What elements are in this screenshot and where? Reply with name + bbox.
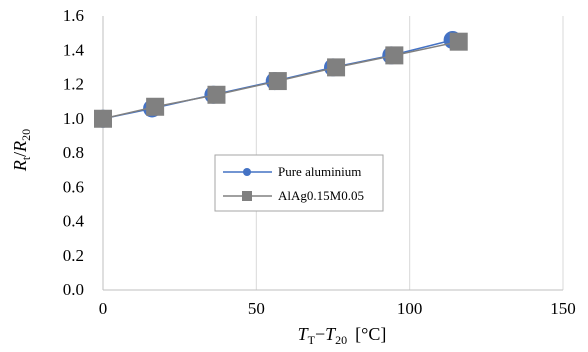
y-tick-label: 0.8 xyxy=(63,143,84,162)
x-tick-label: 50 xyxy=(248,299,265,318)
legend-item-pure-aluminium: Pure aluminium xyxy=(223,164,361,179)
x-tick-label: 0 xyxy=(99,299,108,318)
y-tick-label: 0.0 xyxy=(63,280,84,299)
x-label-main-sub: T xyxy=(308,333,316,347)
y-tick-label: 1.0 xyxy=(63,109,84,128)
legend-label-pure-aluminium: Pure aluminium xyxy=(278,164,361,179)
legend-box xyxy=(214,154,384,212)
data-point xyxy=(449,32,468,51)
x-label-minus: − xyxy=(315,324,325,344)
y-label-num: R xyxy=(10,160,30,172)
y-label-num-sub: t xyxy=(19,156,33,160)
y-label-slash: / xyxy=(10,152,30,157)
legend-marker-pure-aluminium xyxy=(243,168,251,176)
x-tick-label: 150 xyxy=(550,299,576,318)
y-tick-label: 1.6 xyxy=(63,6,84,25)
y-tick-label: 1.2 xyxy=(63,75,84,94)
x-label-unit: [°C] xyxy=(355,324,386,344)
axes xyxy=(102,16,563,291)
legend-label-alag: AlAg0.15M0.05 xyxy=(278,188,364,203)
data-point xyxy=(94,109,112,128)
x-axis-label: TT−T20 [°C] xyxy=(298,324,387,347)
grid xyxy=(255,16,564,290)
x-label-second-sub: 20 xyxy=(335,333,347,347)
y-label-den-sub: 20 xyxy=(19,129,33,141)
series-1 xyxy=(94,32,468,128)
data-point xyxy=(327,58,346,77)
data-point xyxy=(207,85,226,104)
y-tick-label: 0.4 xyxy=(63,212,85,231)
data-point xyxy=(268,72,287,91)
y-tick-label: 1.4 xyxy=(63,40,85,59)
x-tick-label: 100 xyxy=(397,299,423,318)
data-point xyxy=(146,97,165,116)
legend: Pure aluminium AlAg0.15M0.05 xyxy=(214,154,384,212)
x-label-second: T xyxy=(325,324,337,344)
y-tick-label: 0.2 xyxy=(63,246,84,265)
x-label-main: T xyxy=(298,324,310,344)
plot-area xyxy=(94,30,468,128)
data-point xyxy=(385,46,404,65)
legend-item-alag: AlAg0.15M0.05 xyxy=(223,188,364,203)
tick-labels: 0.0 0.2 0.4 0.6 0.8 1.0 1.2 1.4 1.6 0 50 100 150 xyxy=(63,6,576,318)
legend-marker-alag xyxy=(242,191,252,201)
y-axis-label: Rt/R20 xyxy=(10,129,33,172)
y-tick-label: 0.6 xyxy=(63,177,84,196)
y-label-den: R xyxy=(10,141,30,153)
